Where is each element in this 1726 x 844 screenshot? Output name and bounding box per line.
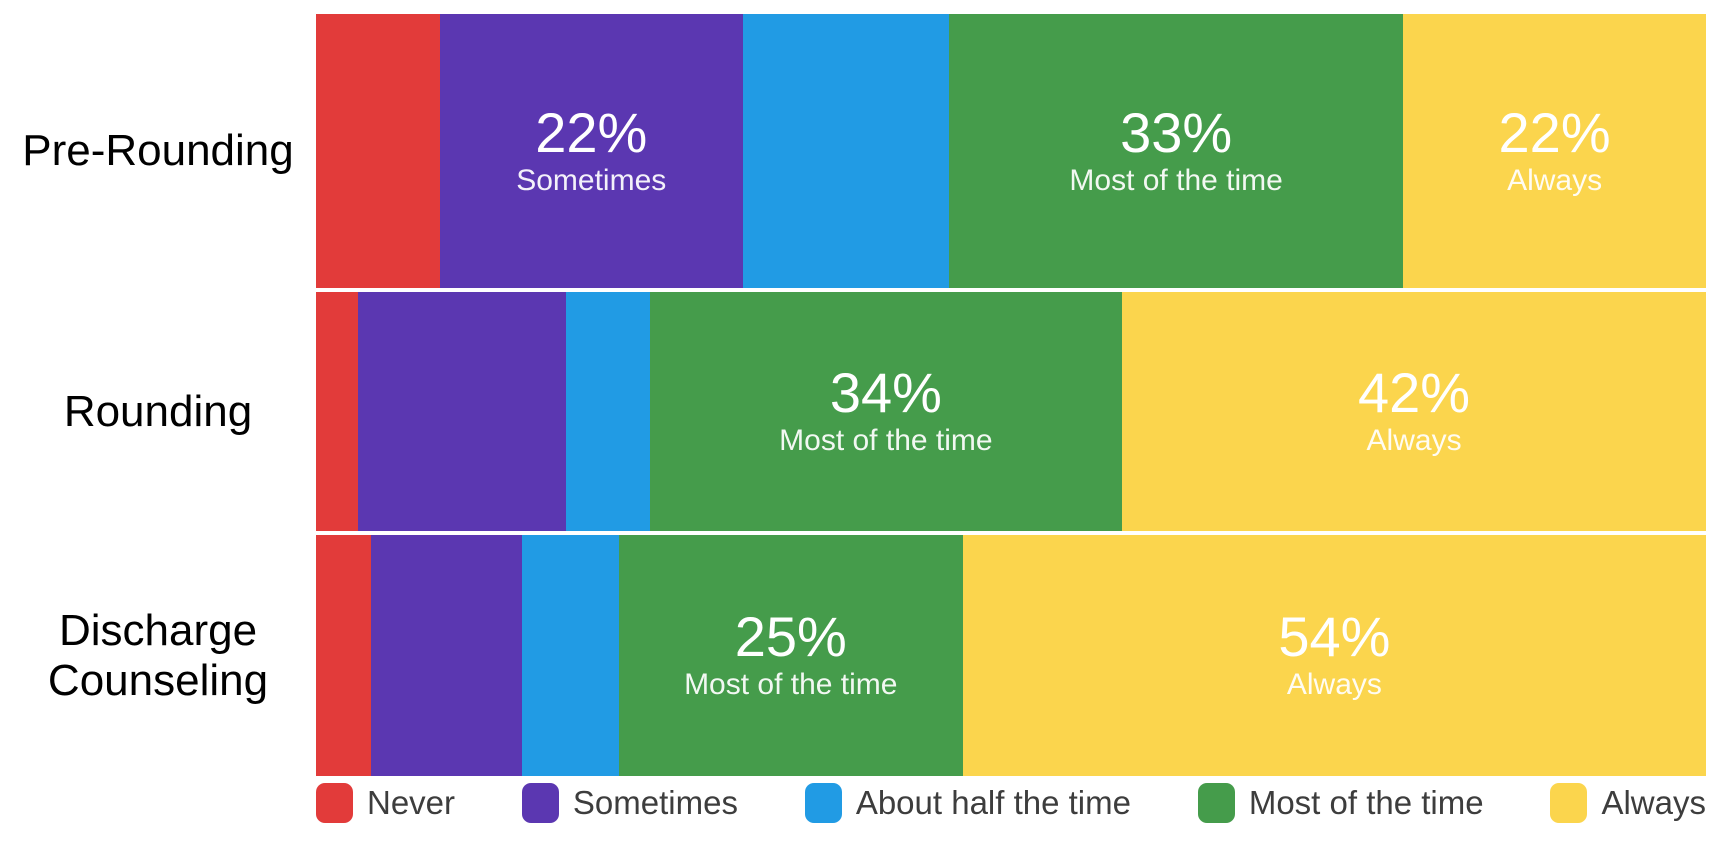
bar-segment [316,292,358,531]
legend-swatch-icon [1550,783,1588,823]
bar-segment [371,535,523,776]
legend-item: About half the time [804,783,1131,823]
legend-swatch-icon [804,783,842,823]
segment-value-label: 25% [734,605,847,669]
bar-segment: 22% Always [1403,14,1706,288]
legend-item: Sometimes [521,783,738,823]
bar-segment: 34% Most of the time [649,292,1123,531]
bar-segment [316,14,440,288]
legend-label: Never [367,784,456,821]
stacked-bar: 34% Most of the time 42% Always [316,292,1706,531]
bar-segment [566,292,650,531]
segment-series-label: Always [1507,163,1603,197]
segment-series-label: Most of the time [684,668,898,702]
segment-value-label: 33% [1120,100,1233,164]
bar-segment [316,535,372,776]
segment-series-label: Always [1286,668,1382,702]
bar-segment: 25% Most of the time [618,535,963,776]
legend-swatch-icon [521,783,559,823]
legend-label: Most of the time [1248,784,1484,821]
bar-segment [357,292,567,531]
category-label: Pre-Rounding [22,126,294,176]
segment-value-label: 22% [535,100,648,164]
bar-segment: 42% Always [1122,292,1706,531]
legend-label: Sometimes [572,784,738,821]
legend-item: Never [316,783,455,823]
bar-segment [522,535,619,776]
segment-series-label: Sometimes [516,163,667,197]
chart-legend: Never Sometimes About half the time Most of… [316,783,1706,823]
chart-row: Discharge Counseling 25% Most of the time 5… [0,535,1726,776]
segment-value-label: 54% [1278,605,1391,669]
stacked-bar: 22% Sometimes 33% Most of the time 22% Always [316,14,1706,288]
segment-series-label: Most of the time [779,424,993,458]
chart-rows: Pre-Rounding 22% Sometimes 33% Most of the t… [0,14,1726,776]
segment-value-label: 34% [829,361,942,425]
category-label: Rounding [63,386,253,436]
bar-segment: 22% Sometimes [439,14,743,288]
legend-label: About half the time [855,784,1131,821]
segment-value-label: 42% [1358,361,1471,425]
stacked-bar: 25% Most of the time 54% Always [316,535,1706,776]
legend-label: Always [1601,784,1706,821]
legend-swatch-icon [316,783,353,823]
chart-row: Pre-Rounding 22% Sometimes 33% Most of the t… [0,14,1726,288]
segment-series-label: Always [1366,424,1462,458]
segment-series-label: Most of the time [1069,163,1283,197]
category-label: Discharge Counseling [47,606,269,705]
chart-row: Rounding 34% Most of the time 42% Always [0,292,1726,531]
legend-item: Most of the time [1197,783,1484,823]
segment-value-label: 22% [1498,100,1611,164]
legend-item: Always [1550,783,1706,823]
bar-segment: 54% Always [962,535,1706,776]
legend-swatch-icon [1197,783,1235,823]
bar-segment [742,14,950,288]
bar-segment: 33% Most of the time [949,14,1404,288]
